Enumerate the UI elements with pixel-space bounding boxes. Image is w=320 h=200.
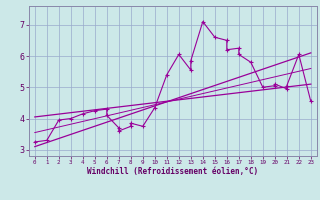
X-axis label: Windchill (Refroidissement éolien,°C): Windchill (Refroidissement éolien,°C) (87, 167, 258, 176)
